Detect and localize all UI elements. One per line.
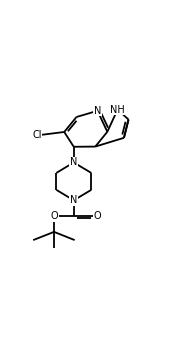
- Text: Cl: Cl: [32, 130, 42, 140]
- Text: NH: NH: [110, 105, 125, 115]
- Text: N: N: [70, 195, 77, 205]
- Text: O: O: [93, 211, 101, 221]
- Text: N: N: [70, 157, 77, 167]
- Text: N: N: [94, 106, 101, 116]
- Text: Cl: Cl: [31, 130, 41, 140]
- Text: O: O: [50, 211, 58, 221]
